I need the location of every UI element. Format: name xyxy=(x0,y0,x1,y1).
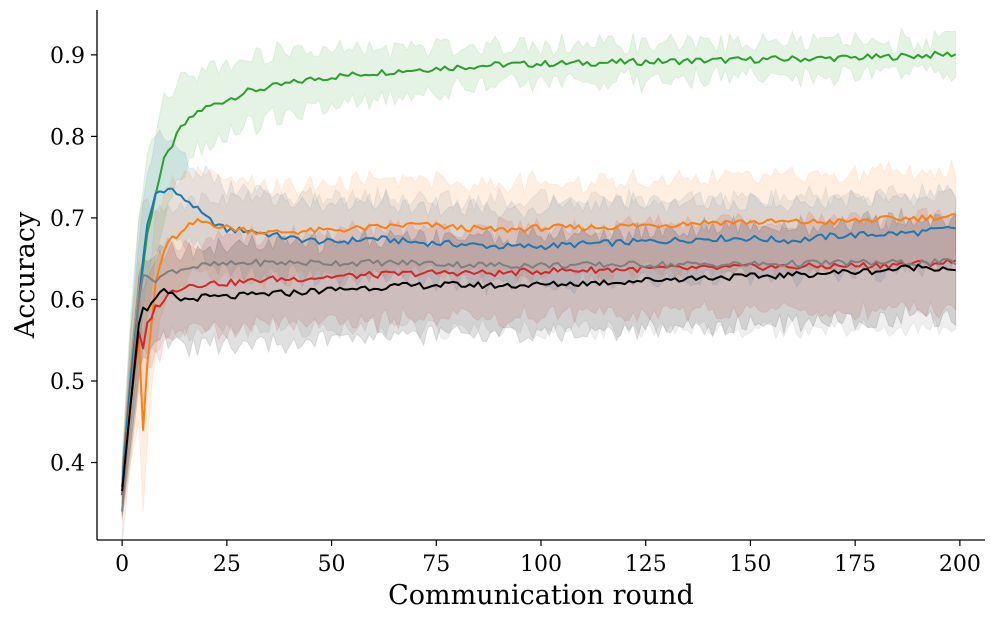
y-tick-label: 0.6 xyxy=(50,288,85,313)
x-tick-label: 25 xyxy=(213,552,241,577)
series-3-band xyxy=(121,207,957,520)
x-tick-label: 0 xyxy=(115,552,129,577)
series-1-band xyxy=(121,128,957,512)
series-lines xyxy=(121,50,957,512)
y-axis-ticks: 0.4 0.5 0.6 0.7 0.8 0.9 xyxy=(50,44,97,477)
y-tick-label: 0.7 xyxy=(50,207,85,232)
series-3-line xyxy=(121,258,957,496)
series-4-line xyxy=(121,257,957,512)
y-tick-label: 0.9 xyxy=(50,44,85,69)
series-2-band xyxy=(121,159,957,520)
series-0-band xyxy=(121,26,957,516)
x-tick-label: 75 xyxy=(422,552,450,577)
series-5-line xyxy=(121,263,956,492)
series-5-band xyxy=(121,208,957,516)
x-axis-ticks: 0 25 50 75 100 125 150 175 200 xyxy=(115,540,981,577)
series-0-line xyxy=(121,50,957,488)
x-tick-label: 125 xyxy=(625,552,667,577)
x-tick-label: 100 xyxy=(520,552,562,577)
x-tick-label: 175 xyxy=(834,552,876,577)
confidence-bands xyxy=(121,26,957,545)
y-axis-label: Accuracy xyxy=(10,211,41,339)
y-tick-label: 0.8 xyxy=(50,125,85,150)
y-tick-label: 0.5 xyxy=(50,370,85,395)
x-tick-label: 200 xyxy=(939,552,981,577)
series-2-line xyxy=(121,213,956,496)
x-tick-label: 150 xyxy=(729,552,771,577)
x-tick-label: 50 xyxy=(318,552,346,577)
x-axis-label: Communication round xyxy=(388,580,694,611)
y-tick-label: 0.4 xyxy=(50,452,85,477)
